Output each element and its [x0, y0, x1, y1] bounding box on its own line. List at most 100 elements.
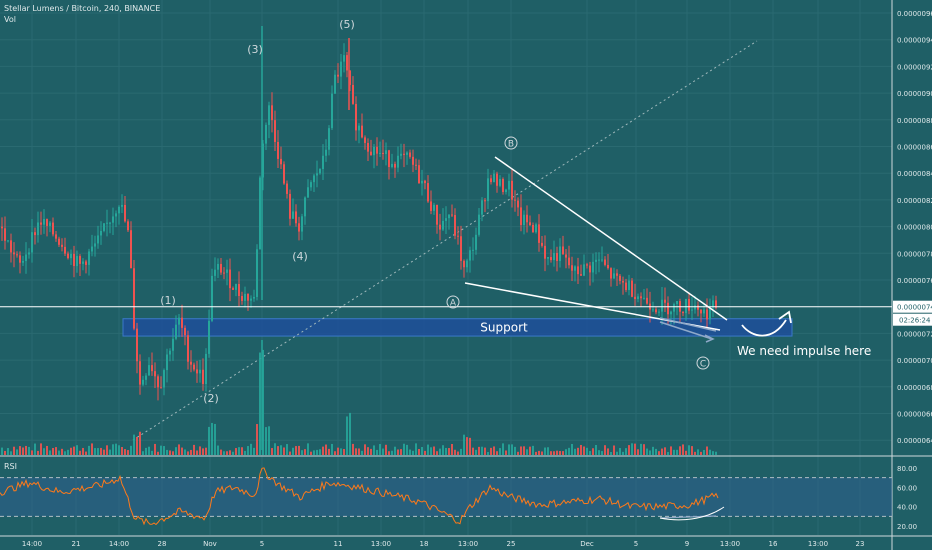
volume-bar: [403, 443, 405, 455]
volume-bar: [364, 444, 366, 455]
candle-body: [253, 296, 255, 299]
candle-body: [370, 151, 372, 156]
candle-body: [517, 200, 519, 208]
candle-body: [262, 143, 264, 178]
time-tick-label: 13:00: [808, 540, 828, 548]
volume-bar: [634, 443, 636, 455]
candle-body: [16, 254, 18, 256]
volume-bar: [88, 445, 90, 455]
volume-bar: [340, 448, 342, 455]
candle-body: [322, 155, 324, 169]
volume-bar: [673, 449, 675, 455]
candle-body: [646, 297, 648, 304]
candle-body: [418, 165, 420, 184]
candle-body: [226, 269, 228, 273]
volume-bar: [556, 450, 558, 455]
volume-bar: [4, 450, 6, 455]
candle-body: [388, 150, 390, 168]
projection-line: [659, 317, 717, 332]
candle-body: [376, 146, 378, 154]
candle-body: [274, 120, 276, 142]
candle-body: [538, 224, 540, 243]
volume-bar: [40, 443, 42, 455]
volume-bar: [304, 449, 306, 455]
candle-body: [280, 158, 282, 165]
volume-bar: [463, 434, 465, 455]
candle-body: [622, 280, 624, 283]
candle-body: [223, 272, 225, 274]
candle-body: [373, 146, 375, 156]
volume-bar: [337, 447, 339, 455]
abc-label: C: [700, 360, 706, 370]
candle-body: [271, 105, 273, 121]
candle-body: [235, 284, 237, 290]
impulse-curve: [741, 319, 787, 337]
volume-label: Vol: [4, 15, 16, 24]
volume-bar: [343, 449, 345, 455]
volume-bar: [535, 451, 537, 455]
candle-body: [616, 273, 618, 276]
price-tick-label: 0.00000860: [897, 144, 932, 152]
volume-bar: [397, 449, 399, 455]
volume-bar: [649, 450, 651, 455]
last-price-label: 0.00000740: [897, 304, 932, 312]
volume-bar: [508, 444, 510, 455]
volume-bar: [460, 448, 462, 455]
volume-bar: [367, 447, 369, 455]
volume-bar: [700, 451, 702, 455]
volume-bar: [583, 446, 585, 455]
volume-bar: [511, 444, 513, 455]
volume-bar: [307, 443, 309, 455]
candle-body: [133, 268, 135, 329]
volume-bar: [10, 451, 12, 455]
candle-body: [520, 207, 522, 226]
volume-bar: [310, 451, 312, 455]
volume-bar: [517, 451, 519, 455]
candle-body: [178, 317, 180, 325]
volume-bar: [490, 447, 492, 455]
candle-body: [217, 263, 219, 270]
price-tick-label: 0.00000820: [897, 197, 932, 205]
candle-body: [37, 222, 39, 236]
candle-body: [115, 213, 117, 217]
candle-body: [445, 218, 447, 221]
candle-body: [13, 252, 15, 255]
volume-bar: [58, 450, 60, 455]
volume-bar: [610, 451, 612, 455]
volume-bar: [256, 424, 258, 455]
volume-bar: [100, 447, 102, 455]
impulse-arrow-head: [778, 310, 792, 324]
volume-bar: [43, 448, 45, 455]
volume-bar: [436, 451, 438, 455]
volume-bar: [679, 446, 681, 455]
candle-body: [559, 246, 561, 262]
volume-bar: [214, 423, 216, 455]
candle-body: [613, 273, 615, 279]
candle-body: [154, 371, 156, 377]
volume-bar: [163, 446, 165, 455]
wave-label: (1): [160, 294, 176, 307]
time-tick-label: 23: [856, 540, 865, 548]
volume-bar: [295, 446, 297, 455]
volume-bar: [529, 446, 531, 455]
volume-bar: [496, 451, 498, 455]
volume-bar: [430, 447, 432, 455]
candle-body: [400, 153, 402, 156]
candle-body: [457, 235, 459, 237]
candle-body: [325, 149, 327, 156]
price-tick-label: 0.00000680: [897, 384, 932, 392]
candle-body: [340, 61, 342, 77]
volume-bar: [208, 426, 210, 455]
candle-body: [121, 204, 123, 207]
candle-body: [595, 259, 597, 262]
candle-body: [460, 236, 462, 261]
volume-bar: [217, 445, 219, 455]
candle-body: [625, 282, 627, 291]
candle-body: [187, 335, 189, 362]
time-tick-label: 21: [72, 540, 81, 548]
candle-body: [205, 353, 207, 384]
volume-bar: [61, 448, 63, 455]
volume-bar: [640, 443, 642, 455]
volume-bar: [568, 447, 570, 455]
candle-body: [634, 296, 636, 300]
